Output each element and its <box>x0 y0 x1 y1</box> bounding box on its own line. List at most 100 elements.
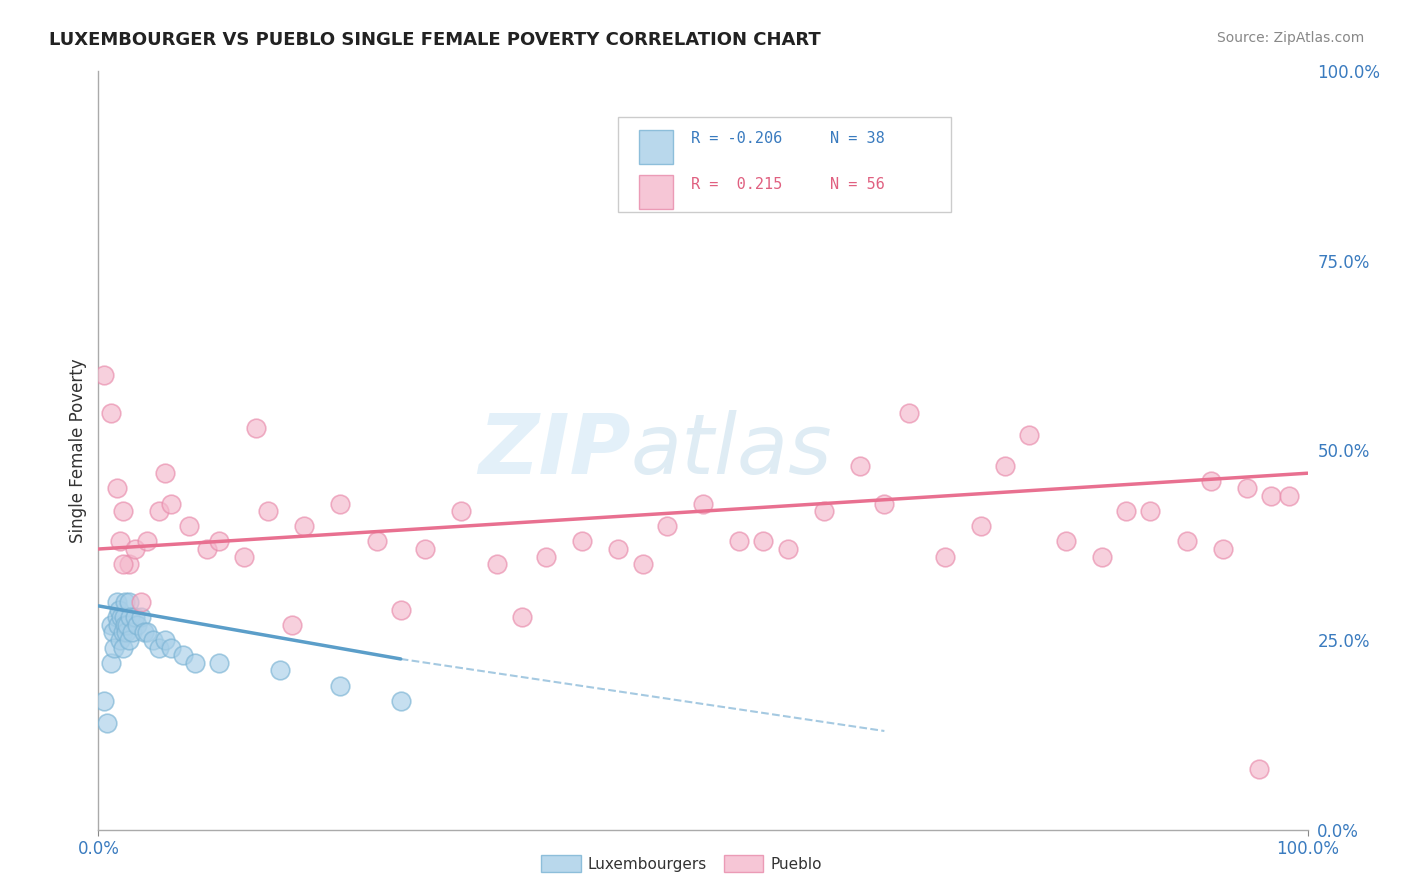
Point <box>148 640 170 655</box>
Point <box>105 595 128 609</box>
Point <box>571 534 593 549</box>
Point <box>1139 504 1161 518</box>
Point <box>994 458 1017 473</box>
Point <box>1249 762 1271 776</box>
Point <box>752 534 775 549</box>
Point <box>1091 549 1114 564</box>
Point <box>510 610 533 624</box>
Point <box>655 519 678 533</box>
Point <box>389 603 412 617</box>
Point <box>108 633 131 648</box>
Point <box>1018 428 1040 442</box>
Text: Source: ZipAtlas.com: Source: ZipAtlas.com <box>1216 31 1364 45</box>
Point <box>776 542 799 557</box>
Point <box>134 625 156 640</box>
Point <box>160 640 183 655</box>
Point <box>127 617 149 632</box>
Point <box>873 496 896 510</box>
Point <box>1212 542 1234 557</box>
Point <box>1115 504 1137 518</box>
Point <box>93 694 115 708</box>
Point <box>1278 489 1301 503</box>
Point <box>110 610 132 624</box>
Text: ZIP: ZIP <box>478 410 630 491</box>
Point <box>1054 534 1077 549</box>
Point <box>103 640 125 655</box>
Point <box>208 534 231 549</box>
Point <box>142 633 165 648</box>
Point <box>970 519 993 533</box>
Point <box>118 595 141 609</box>
Point <box>111 557 134 572</box>
Point <box>292 519 315 533</box>
Point <box>195 542 218 557</box>
Point <box>329 496 352 510</box>
Point <box>1175 534 1198 549</box>
Point <box>100 656 122 670</box>
Point <box>897 405 920 420</box>
Point <box>121 625 143 640</box>
Point <box>179 519 201 533</box>
Point <box>172 648 194 662</box>
Point <box>329 678 352 692</box>
Point <box>108 534 131 549</box>
Y-axis label: Single Female Poverty: Single Female Poverty <box>69 359 87 542</box>
Point <box>160 496 183 510</box>
Point <box>153 467 176 481</box>
Point <box>1199 474 1222 488</box>
Point <box>269 664 291 678</box>
Text: Pueblo: Pueblo <box>770 857 823 871</box>
Point <box>118 557 141 572</box>
FancyBboxPatch shape <box>638 129 673 164</box>
Text: Luxembourgers: Luxembourgers <box>588 857 707 871</box>
Text: R =  0.215: R = 0.215 <box>690 177 782 192</box>
Point <box>153 633 176 648</box>
Point <box>849 458 872 473</box>
Point <box>129 595 152 609</box>
Text: N = 38: N = 38 <box>830 131 884 146</box>
Point <box>281 617 304 632</box>
Point <box>107 617 129 632</box>
Text: N = 56: N = 56 <box>830 177 884 192</box>
Point <box>117 617 139 632</box>
Point <box>631 557 654 572</box>
Point <box>124 542 146 557</box>
Point <box>148 504 170 518</box>
Point <box>692 496 714 510</box>
Point <box>93 368 115 382</box>
Point <box>111 504 134 518</box>
Point <box>184 656 207 670</box>
Point <box>135 625 157 640</box>
FancyBboxPatch shape <box>638 175 673 210</box>
Point <box>728 534 751 549</box>
Point <box>413 542 436 557</box>
Point <box>118 633 141 648</box>
Point <box>245 421 267 435</box>
Point <box>389 694 412 708</box>
Point <box>111 640 134 655</box>
Point <box>1260 489 1282 503</box>
Text: atlas: atlas <box>630 410 832 491</box>
Point <box>208 656 231 670</box>
Point <box>1236 482 1258 496</box>
Point <box>129 610 152 624</box>
Point <box>118 610 141 624</box>
Point <box>114 617 136 632</box>
Point <box>105 610 128 624</box>
Point <box>135 534 157 549</box>
Point <box>813 504 835 518</box>
Point <box>100 405 122 420</box>
Text: LUXEMBOURGER VS PUEBLO SINGLE FEMALE POVERTY CORRELATION CHART: LUXEMBOURGER VS PUEBLO SINGLE FEMALE POV… <box>49 31 821 49</box>
Point <box>232 549 254 564</box>
Point <box>450 504 472 518</box>
Point <box>101 625 124 640</box>
Point <box>607 542 630 557</box>
Point <box>256 504 278 518</box>
Point <box>112 610 135 624</box>
Point <box>105 482 128 496</box>
Point <box>366 534 388 549</box>
Point <box>534 549 557 564</box>
Point <box>114 595 136 609</box>
Point <box>124 610 146 624</box>
Point <box>115 625 138 640</box>
